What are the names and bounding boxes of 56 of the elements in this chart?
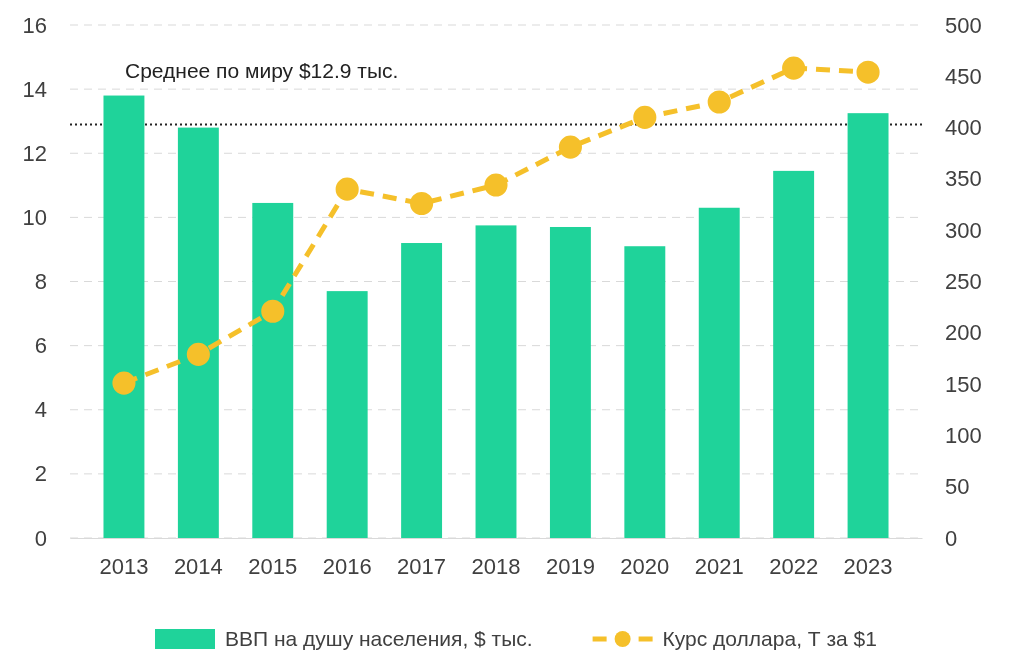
y2-tick-label: 500: [945, 12, 982, 38]
x-tick-label: 2016: [322, 553, 372, 579]
bar: [698, 207, 740, 538]
bar: [773, 170, 815, 538]
y2-tick-label: 450: [945, 63, 982, 89]
y-tick-label: 14: [22, 76, 47, 102]
point: [186, 342, 210, 366]
x-tick-label: 2019: [545, 553, 595, 579]
ref-line-label: Среднее по миру $12.9 тыс.: [125, 59, 399, 83]
y2-tick-label: 300: [945, 217, 982, 243]
y-tick-label: 2: [34, 461, 47, 487]
point: [782, 56, 806, 80]
bar: [847, 113, 889, 538]
x-tick-label: 2014: [173, 553, 223, 579]
y2-tick-label: 150: [945, 371, 982, 397]
y-tick-label: 4: [34, 397, 47, 423]
y2-tick-label: 350: [945, 166, 982, 192]
bar: [103, 95, 145, 538]
bar: [401, 243, 443, 538]
y2-tick-label: 0: [945, 525, 958, 551]
x-tick-label: 2021: [694, 553, 744, 579]
legend-label: ВВП на душу населения, $ тыс.: [225, 627, 533, 650]
x-tick-label: 2018: [471, 553, 521, 579]
y2-tick-label: 100: [945, 422, 982, 448]
y-tick-label: 12: [22, 140, 47, 166]
y2-tick-label: 50: [945, 474, 970, 500]
y-tick-label: 6: [34, 333, 47, 359]
bar: [624, 246, 666, 538]
point: [558, 135, 582, 159]
point: [335, 177, 359, 201]
point: [410, 191, 434, 216]
x-tick-label: 2013: [99, 553, 149, 579]
point: [856, 60, 880, 84]
x-tick-label: 2022: [769, 553, 819, 579]
x-tick-label: 2020: [620, 553, 670, 579]
x-tick-label: 2017: [397, 553, 447, 579]
bar: [177, 127, 219, 538]
y2-tick-label: 250: [945, 269, 982, 295]
point: [484, 173, 508, 197]
point: [633, 105, 657, 129]
y-tick-label: 8: [34, 269, 47, 295]
point: [261, 299, 285, 323]
bar: [475, 225, 517, 538]
point: [707, 90, 731, 114]
x-tick-label: 2015: [248, 553, 298, 579]
point: [112, 371, 136, 395]
legend-label: Курс доллара, Т за $1: [662, 627, 877, 650]
y2-tick-label: 200: [945, 320, 982, 346]
y-tick-label: 16: [22, 12, 47, 38]
y2-tick-label: 400: [945, 115, 982, 141]
x-tick-label: 2023: [843, 553, 893, 579]
bar: [252, 202, 294, 538]
bar: [326, 291, 368, 538]
y-tick-label: 0: [34, 525, 47, 551]
bar: [549, 226, 591, 538]
y-tick-label: 10: [22, 204, 47, 230]
